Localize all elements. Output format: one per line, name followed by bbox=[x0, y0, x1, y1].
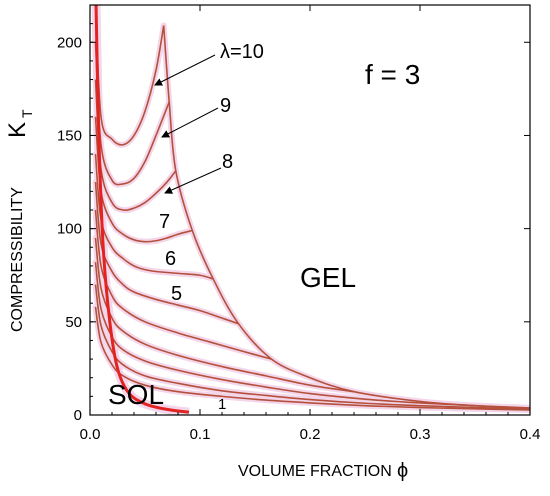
y-tick-label-2: 100 bbox=[57, 221, 82, 238]
series-line-11 bbox=[94, 306, 530, 411]
x-axis-symbol: ϕ bbox=[397, 460, 408, 482]
x-tick-label-1: 0.1 bbox=[190, 426, 211, 443]
x-ticks: 0.0 0.1 0.2 0.3 0.4 bbox=[80, 5, 541, 443]
y-axis-subscript: T bbox=[19, 109, 35, 118]
series-line-1 bbox=[94, 5, 165, 146]
label-lambda-10: λ=10 bbox=[220, 41, 264, 63]
series-line-5-halo bbox=[92, 151, 217, 282]
arrow-lambda-9 bbox=[161, 107, 219, 138]
curve-halo-layer bbox=[91, 5, 530, 415]
series-line-10 bbox=[94, 284, 530, 410]
x-tick-label-4: 0.4 bbox=[520, 426, 541, 443]
label-curve-1: 1 bbox=[218, 396, 226, 413]
label-curve-7: 7 bbox=[159, 211, 170, 233]
x-tick-label-0: 0.0 bbox=[80, 426, 101, 443]
series-line-8 bbox=[94, 237, 355, 393]
y-axis-label: COMPRESSIBILITY bbox=[9, 187, 26, 332]
series-line-4 bbox=[94, 116, 193, 243]
sol-branch-line bbox=[94, 5, 190, 414]
y-tick-label-0: 0 bbox=[74, 407, 82, 424]
y-tick-label-1: 50 bbox=[65, 314, 82, 331]
arrow-lambda-8 bbox=[164, 167, 222, 194]
series-line-2 bbox=[94, 42, 170, 186]
label-curve-6: 6 bbox=[165, 248, 176, 270]
y-ticks: 0 50 100 150 200 bbox=[57, 4, 530, 424]
series-line-5 bbox=[94, 154, 214, 280]
label-curve-9: 9 bbox=[220, 95, 231, 117]
label-curve-8: 8 bbox=[222, 151, 233, 173]
label-curve-5: 5 bbox=[171, 283, 182, 305]
arrow-lambda-10 bbox=[154, 54, 216, 86]
series-line-3 bbox=[94, 79, 177, 212]
series-line-3-halo bbox=[92, 76, 179, 214]
f-label: f = 3 bbox=[365, 59, 420, 90]
gel-label: GEL bbox=[300, 262, 356, 293]
sol-branch-halo bbox=[91, 5, 190, 415]
y-tick-label-3: 150 bbox=[57, 127, 82, 144]
y-tick-label-4: 200 bbox=[57, 34, 82, 51]
series-line-6 bbox=[94, 181, 239, 325]
x-tick-label-3: 0.3 bbox=[410, 426, 431, 443]
curve-layer bbox=[94, 5, 530, 414]
y-axis-symbol: K bbox=[4, 122, 31, 138]
x-axis-label: VOLUME FRACTION bbox=[238, 463, 392, 480]
series-line-1-halo bbox=[92, 5, 167, 148]
sol-label: SOL bbox=[108, 379, 164, 410]
gel-boundary-line bbox=[162, 25, 530, 410]
gel-boundary-line-halo bbox=[160, 22, 530, 412]
x-tick-label-2: 0.2 bbox=[300, 426, 321, 443]
